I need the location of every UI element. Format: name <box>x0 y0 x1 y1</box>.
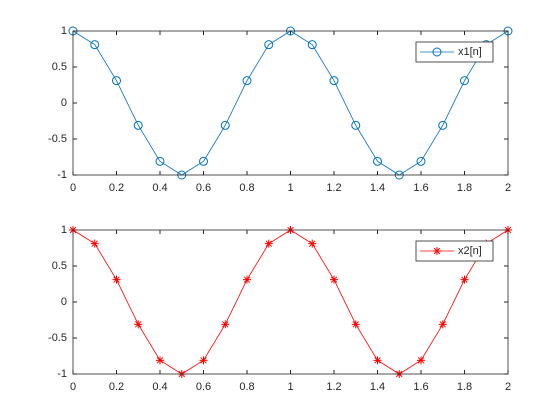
data-point <box>156 356 164 365</box>
data-point <box>329 76 339 86</box>
x-tick-label: 0.2 <box>109 182 124 194</box>
data-point <box>417 356 425 365</box>
data-point <box>242 76 252 86</box>
x-tick-label: 1.6 <box>413 182 428 194</box>
legend-box <box>415 240 494 262</box>
legend-marker <box>433 247 441 255</box>
data-point <box>308 239 317 248</box>
legend-label: x1[n] <box>458 46 482 58</box>
data-point <box>90 40 100 50</box>
x-tick-label: 0 <box>70 381 76 393</box>
data-point <box>90 239 99 248</box>
data-point <box>416 156 426 166</box>
data-point <box>199 356 208 365</box>
legend-box <box>415 41 494 63</box>
data-point <box>373 156 382 166</box>
x-tick-label: 2 <box>505 381 511 393</box>
data-point <box>330 275 338 284</box>
data-point <box>112 275 121 284</box>
x-tick-label: 0.6 <box>196 381 211 393</box>
data-point <box>307 40 317 50</box>
x-tick-label: 1.2 <box>326 381 341 393</box>
x-tick-label: 1.8 <box>457 381 472 393</box>
y-tick-label: -0.5 <box>48 332 67 344</box>
x-tick-label: 1.2 <box>326 182 341 194</box>
data-point <box>220 120 230 130</box>
data-point <box>438 120 448 130</box>
data-point <box>351 320 360 329</box>
y-tick-label: 0.5 <box>52 61 67 73</box>
x-tick-label: 0.4 <box>152 182 167 194</box>
legend-label: x2[n] <box>458 245 482 257</box>
x-tick-label: 0.8 <box>239 381 254 393</box>
y-tick-label: 1 <box>61 224 67 236</box>
data-point <box>155 156 165 166</box>
data-point <box>460 275 469 284</box>
x-tick-label: 1.4 <box>370 182 385 194</box>
x-tick-label: 1 <box>287 182 293 194</box>
y-tick-label: 0.5 <box>52 260 67 272</box>
x-tick-label: 1.4 <box>370 381 385 393</box>
legend-marker <box>432 47 442 57</box>
x-tick-label: 1.6 <box>413 381 428 393</box>
x-tick-label: 1.8 <box>457 182 472 194</box>
x-tick-label: 1 <box>287 381 293 393</box>
x-tick-label: 0.6 <box>196 182 211 194</box>
data-point <box>264 239 273 248</box>
y-tick-label: 0 <box>61 296 67 308</box>
y-tick-label: 1 <box>61 25 67 37</box>
axes-frame <box>72 30 509 176</box>
data-point <box>264 40 274 50</box>
axes-frame <box>72 229 509 375</box>
data-point <box>351 120 361 130</box>
x-tick-label: 0.8 <box>239 182 254 194</box>
data-point <box>199 156 208 166</box>
y-tick-label: -1 <box>57 368 67 380</box>
y-tick-label: -1 <box>57 169 67 181</box>
x-tick-label: 0.2 <box>109 381 124 393</box>
data-point <box>373 356 382 365</box>
data-point <box>133 120 143 130</box>
y-tick-label: -0.5 <box>48 133 67 145</box>
x-tick-label: 0.4 <box>152 381 167 393</box>
x-tick-label: 2 <box>505 182 511 194</box>
data-point <box>112 76 121 86</box>
data-point <box>221 320 230 329</box>
data-point <box>134 320 143 329</box>
data-point <box>243 275 251 284</box>
data-point <box>438 320 447 329</box>
x-tick-label: 0 <box>70 182 76 194</box>
y-tick-label: 0 <box>61 97 67 109</box>
data-point <box>460 76 469 86</box>
